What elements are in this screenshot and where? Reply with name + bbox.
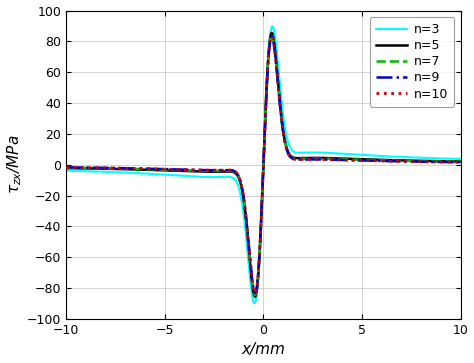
- n=7: [232, 170, 238, 174]
- Line: n=7: n=7: [66, 35, 461, 295]
- n=7: [350, 158, 356, 162]
- n=7: [269, 33, 274, 37]
- n=9: [350, 158, 356, 162]
- n=9: [252, 291, 258, 295]
- n=7: [64, 166, 69, 170]
- n=9: [426, 160, 432, 164]
- n=3: [252, 301, 257, 306]
- n=9: [269, 34, 274, 39]
- n=9: [251, 287, 256, 291]
- Legend: n=3, n=5, n=7, n=9, n=10: n=3, n=5, n=7, n=9, n=10: [370, 17, 454, 107]
- n=3: [64, 168, 69, 173]
- Line: n=10: n=10: [66, 37, 461, 293]
- n=10: [252, 291, 258, 295]
- n=5: [446, 159, 451, 163]
- n=7: [426, 159, 432, 164]
- n=9: [229, 168, 235, 172]
- n=7: [252, 293, 258, 297]
- Y-axis label: $\tau_{zx}$/MPa: $\tau_{zx}$/MPa: [6, 135, 24, 195]
- n=3: [251, 300, 256, 305]
- n=3: [229, 175, 235, 180]
- n=10: [446, 160, 451, 164]
- n=5: [426, 159, 432, 163]
- n=9: [458, 160, 464, 164]
- n=3: [446, 156, 451, 161]
- n=9: [446, 160, 451, 164]
- n=10: [64, 165, 69, 170]
- X-axis label: x/mm: x/mm: [241, 342, 285, 358]
- n=5: [458, 159, 464, 164]
- n=10: [426, 160, 432, 164]
- n=5: [232, 171, 238, 175]
- n=5: [229, 170, 235, 174]
- n=10: [232, 169, 238, 174]
- n=7: [458, 160, 464, 164]
- n=5: [251, 291, 256, 295]
- n=7: [229, 169, 235, 173]
- n=10: [458, 160, 464, 164]
- Line: n=9: n=9: [66, 37, 461, 293]
- Line: n=5: n=5: [66, 33, 461, 297]
- n=5: [350, 157, 356, 161]
- n=5: [64, 166, 69, 170]
- n=5: [252, 294, 258, 299]
- n=3: [350, 152, 356, 156]
- n=3: [232, 178, 238, 182]
- n=5: [269, 31, 274, 35]
- Line: n=3: n=3: [66, 26, 461, 303]
- n=3: [458, 157, 464, 161]
- n=10: [350, 158, 356, 162]
- n=10: [269, 34, 274, 39]
- n=7: [446, 160, 451, 164]
- n=3: [270, 24, 275, 28]
- n=3: [426, 156, 432, 160]
- n=7: [251, 289, 256, 293]
- n=10: [251, 287, 256, 291]
- n=9: [64, 165, 69, 170]
- n=10: [229, 168, 235, 172]
- n=9: [232, 169, 238, 174]
